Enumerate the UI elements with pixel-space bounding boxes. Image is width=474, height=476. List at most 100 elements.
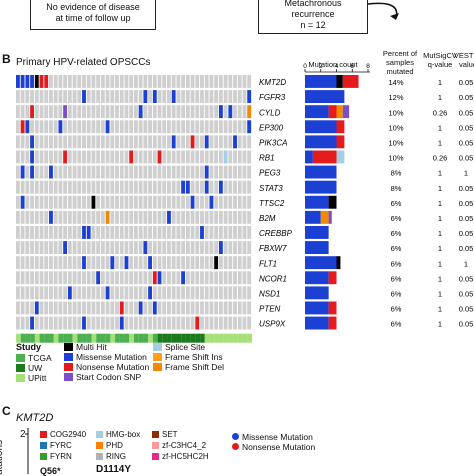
oncoprint-cell [242,90,247,103]
oncoprint-cell [91,135,96,149]
panel-c-ytick: 2 [20,429,26,440]
oncoprint-cell [96,75,101,88]
oncoprint-cell [200,256,204,270]
oncoprint-cell [242,75,247,88]
oncoprint-cell [49,316,53,330]
oncoprint-cell [209,256,214,270]
mutation-count-bar [336,105,343,119]
oncoprint-cell [16,241,20,254]
oncoprint-cell [72,150,77,164]
oncoprint-cell [96,241,101,254]
oncoprint-cell [185,210,190,224]
oncoprint-cell [195,210,200,224]
oncoprint-cell [171,195,176,209]
oncoprint-cell [20,271,25,285]
oncoprint-cell [176,120,181,134]
oncoprint-cell [58,150,63,164]
oncoprint-cell [242,241,247,254]
oncoprint-cell [162,75,167,88]
oncoprint-cell [162,150,167,164]
oncoprint-cell [30,271,34,285]
oncoprint-cell [96,105,101,119]
oncoprint-cell [148,210,152,224]
oncoprint-cell [34,241,39,254]
oncoprint-hit [218,105,223,119]
oncoprint-cell [129,195,134,209]
oncoprint-cell [200,286,204,300]
oncoprint-cell [223,135,228,149]
mutation-legend-swatch [64,363,73,371]
study-strip-cell [30,333,35,343]
oncoprint-cell [91,226,96,239]
oncoprint-cell [143,210,148,224]
oncoprint-cell [171,210,176,224]
oncoprint-cell [58,271,63,285]
oncoprint-cell [181,120,186,134]
oncoprint-cell [77,286,82,300]
gene-label: PEG3 [259,169,281,178]
oncoprint-cell [58,210,63,224]
study-strip-cell [214,333,219,343]
oncoprint-cell [162,256,167,270]
oncoprint-hit [218,241,223,254]
oncoprint-cell [138,226,143,239]
oncoprint-cell [53,241,58,254]
oncoprint-cell [58,301,63,315]
oncoprint-cell [176,195,181,209]
vest-q-value: 0.05 [459,108,474,117]
oncoprint-hit [190,195,195,209]
oncoprint-cell [49,90,53,103]
oncoprint-cell [157,165,162,179]
vest-q-value: 0.05 [459,184,474,193]
oncoprint-cell [134,271,138,285]
oncoprint-cell [115,301,119,315]
oncoprint-cell [233,165,237,179]
oncoprint-cell [25,180,30,194]
oncoprint-cell [44,180,49,194]
mutation-count-bar [305,316,329,330]
oncoprint-cell [134,180,138,194]
domain-swatch [40,442,47,449]
oncoprint-cell [143,180,148,194]
oncoprint-cell [237,286,242,300]
oncoprint-hit [223,150,228,164]
mutation-count-bar [336,135,345,149]
oncoprint-cell [152,316,157,330]
oncoprint-cell [124,210,129,224]
oncoprint-cell [58,195,63,209]
oncoprint-cell [223,286,228,300]
oncoprint-cell [91,90,96,103]
oncoprint-cell [214,180,219,194]
mutation-legend-label: Nonsense Mutation [76,362,150,372]
oncoprint-cell [119,195,124,209]
oncoprint-cell [228,256,233,270]
oncoprint-cell [67,180,72,194]
oncoprint-cell [143,135,148,149]
oncoprint-cell [100,120,105,134]
oncoprint-cell [82,75,86,88]
oncoprint-cell [119,75,124,88]
oncoprint-cell [53,105,58,119]
mutsig-q-value: 1 [438,93,442,102]
mutation-count-bar [342,75,359,88]
oncoprint-cell [195,105,200,119]
oncoprint-cell [96,286,101,300]
oncoprint-cell [233,75,237,88]
oncoprint-cell [96,316,101,330]
oncoprint-cell [223,90,228,103]
oncoprint-cell [72,256,77,270]
oncoprint-cell [228,135,233,149]
oncoprint-cell [77,316,82,330]
oncoprint-cell [100,271,105,285]
oncoprint-cell [49,150,53,164]
oncoprint-cell [157,256,162,270]
oncoprint-cell [233,180,237,194]
oncoprint-cell [124,165,129,179]
oncoprint-cell [72,75,77,88]
oncoprint-cell [233,210,237,224]
oncoprint-cell [58,105,63,119]
dot-legend-marker [232,443,239,450]
oncoprint-cell [237,135,242,149]
oncoprint-cell [82,241,86,254]
oncoprint-cell [110,75,115,88]
